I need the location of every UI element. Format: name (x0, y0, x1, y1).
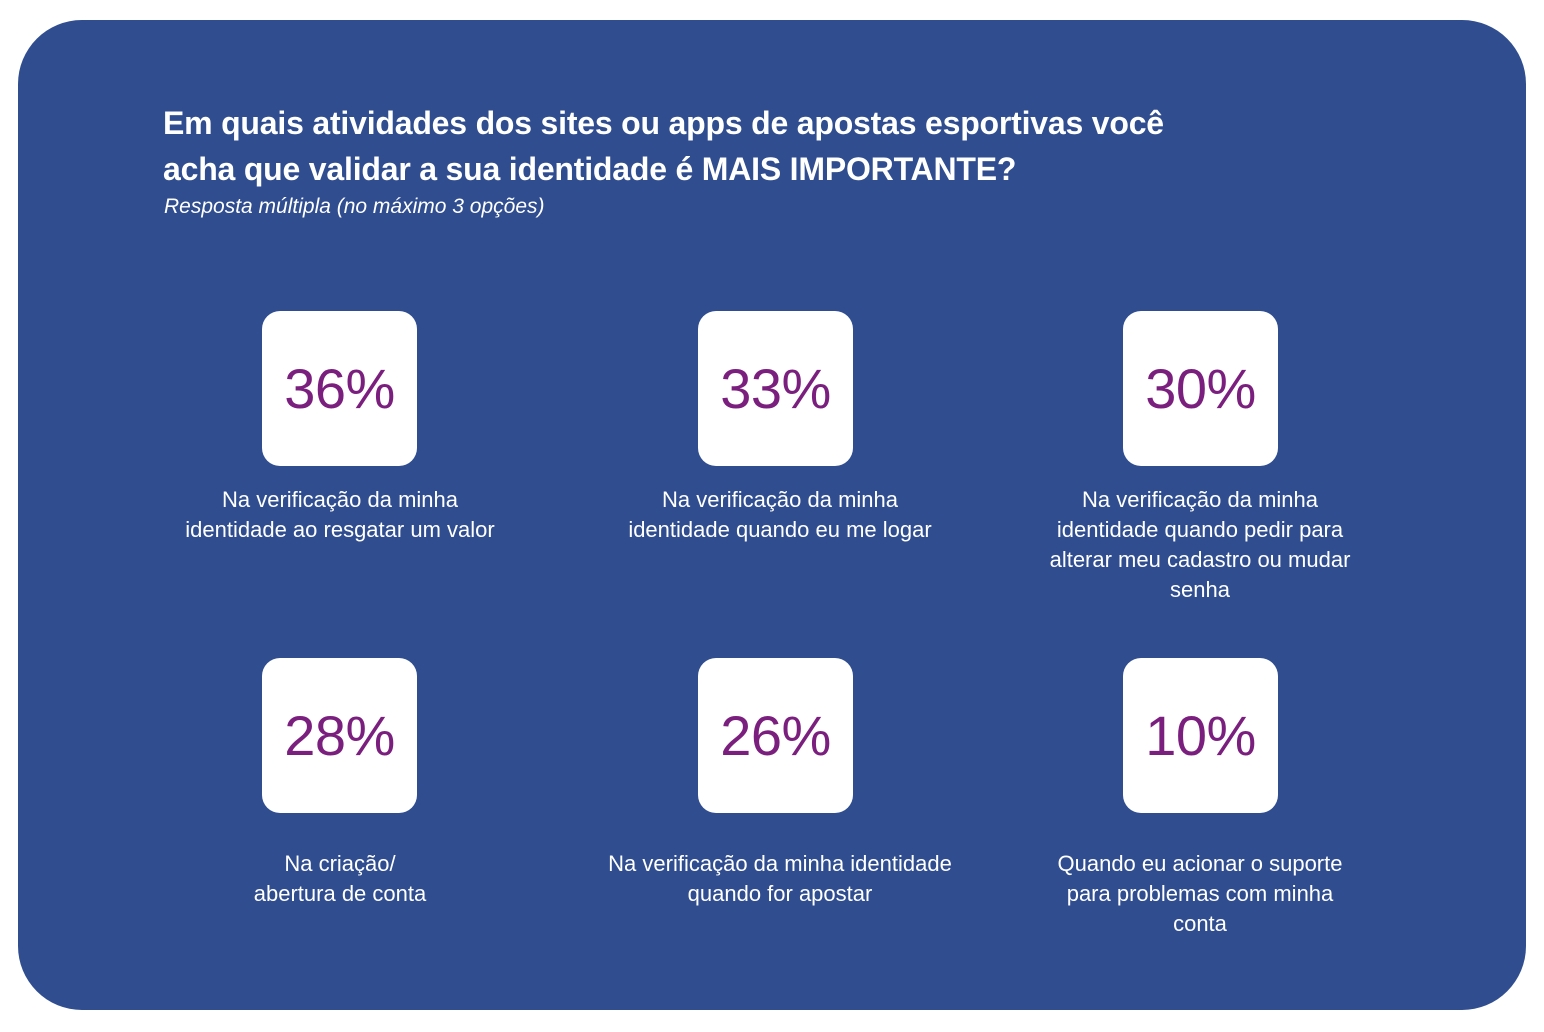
stat-card: 10% (1123, 658, 1278, 813)
stat-value: 33% (720, 356, 831, 420)
stat-label-line: senha (1170, 577, 1230, 602)
stat-label-line: identidade quando pedir para (1056, 517, 1344, 542)
stat-label-line: quando for apostar (687, 881, 873, 906)
stat-label-line: para problemas com minha (1066, 881, 1334, 906)
stat-card: 28% (262, 658, 417, 813)
stat-label-line: identidade ao resgatar um valor (185, 517, 495, 542)
stat-card: 33% (698, 311, 853, 466)
stat-label: Na verificação da minha identidade quando… (580, 849, 980, 909)
stat-label: Na verificação da minha identidade quando… (1000, 485, 1400, 605)
stat-label: Na verificação da minha identidade quando… (580, 485, 980, 545)
stat-label-line: Na criação/ (284, 851, 396, 876)
stat-card: 30% (1123, 311, 1278, 466)
question-title: Em quais atividades dos sites ou apps de… (163, 100, 1363, 192)
stat-label-line: identidade quando eu me logar (628, 517, 932, 542)
stat-card: 26% (698, 658, 853, 813)
stat-card: 36% (262, 311, 417, 466)
stat-label-line: Quando eu acionar o suporte (1057, 851, 1343, 876)
stat-value: 28% (284, 703, 395, 767)
stat-label-line: alterar meu cadastro ou mudar (1049, 547, 1351, 572)
stat-label-line: conta (1173, 911, 1227, 936)
stat-label: Quando eu acionar o suporte para problema… (1000, 849, 1400, 939)
question-title-line-2: acha que validar a sua identidade é MAIS… (163, 151, 1017, 187)
survey-panel (18, 20, 1526, 1010)
stat-label-line: Na verificação da minha (1081, 487, 1318, 512)
stat-label-line: Na verificação da minha identidade (608, 851, 952, 876)
stat-value: 30% (1145, 356, 1256, 420)
stat-label-line: abertura de conta (253, 881, 427, 906)
question-subtitle: Resposta múltipla (no máximo 3 opções) (164, 195, 545, 218)
stat-label: Na verificação da minha identidade ao res… (140, 485, 540, 545)
question-title-line-1: Em quais atividades dos sites ou apps de… (163, 105, 1164, 141)
stat-label: Na criação/abertura de conta (140, 849, 540, 909)
stat-value: 36% (284, 356, 395, 420)
stat-value: 10% (1145, 703, 1256, 767)
stat-label-line: Na verificação da minha (661, 487, 898, 512)
stat-value: 26% (720, 703, 831, 767)
stat-label-line: Na verificação da minha (221, 487, 458, 512)
